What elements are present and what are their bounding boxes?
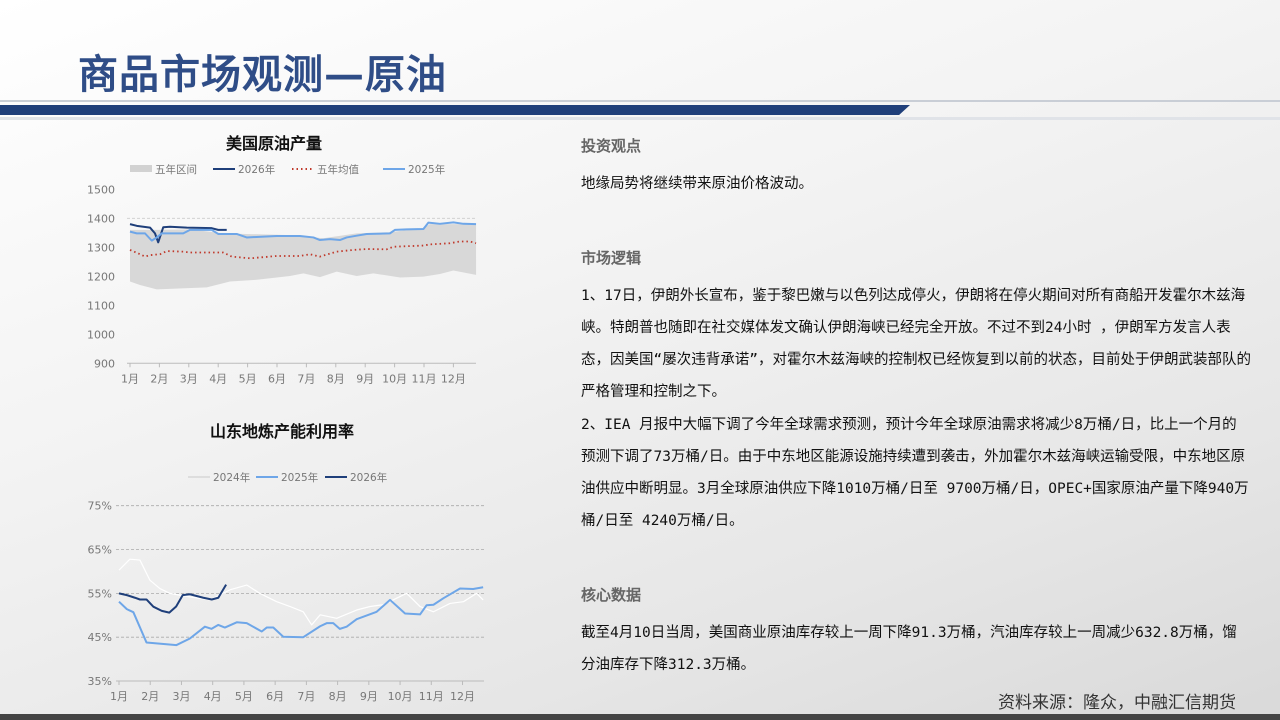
chart-title-shandong-utilization: 山东地炼产能利用率: [210, 422, 355, 441]
analysis-panel: 投资观点 地缘局势将继续带来原油价格波动。 市场逻辑 1、17日，伊朗外长宣布，…: [581, 130, 1251, 681]
x-tick-label: 12月: [450, 690, 475, 703]
x-tick-label: 4月: [204, 690, 222, 703]
series-line-3: [129, 221, 477, 242]
x-tick-label: 8月: [329, 690, 347, 703]
legend-label: 2026年: [238, 163, 275, 176]
y-tick-label: 1000: [87, 328, 115, 341]
footer-bar: [0, 714, 1280, 720]
paragraph-logic-2: 2、IEA 月报中大幅下调了今年全球需求预测，预计今年全球原油需求将减少8万桶/…: [581, 417, 1249, 529]
legend-label: 2026年: [350, 471, 387, 484]
y-tick-label: 1100: [87, 299, 115, 312]
header-divider: [0, 100, 1280, 102]
series-line-2: [129, 240, 477, 260]
y-tick-label: 35%: [88, 675, 112, 688]
x-tick-label: 11月: [412, 372, 437, 385]
y-tick-label: 65%: [88, 544, 112, 557]
legend-label: 五年区间: [155, 163, 197, 176]
series-line-1: [118, 586, 484, 647]
paragraph-logic-1: 1、17日，伊朗外长宣布，鉴于黎巴嫩与以色列达成停火，伊朗将在停火期间对所有商船…: [581, 288, 1251, 400]
x-tick-label: 1月: [110, 690, 128, 703]
x-tick-label: 9月: [356, 372, 374, 385]
series-band-0: [130, 224, 477, 290]
x-tick-label: 6月: [266, 690, 284, 703]
x-tick-label: 2月: [141, 690, 159, 703]
y-tick-label: 900: [94, 357, 115, 370]
x-tick-label: 4月: [209, 372, 227, 385]
charts-canvas: 900 1000 1100 1200 1300 1400 1500 1月 2月 3月 4月 5月 6月 7…: [87, 163, 484, 703]
x-tick-label: 3月: [180, 372, 198, 385]
header-accent-bar: [0, 105, 910, 115]
x-tick-label: 2月: [150, 372, 168, 385]
x-tick-label: 9月: [360, 690, 378, 703]
x-tick-label: 8月: [327, 372, 345, 385]
y-tick-label: 1400: [87, 212, 115, 225]
paragraph-view: 地缘局势将继续带来原油价格波动。: [581, 176, 813, 192]
series-line-0: [118, 558, 484, 626]
x-tick-label: 3月: [172, 690, 190, 703]
x-tick-label: 12月: [441, 372, 466, 385]
series-line-1: [129, 223, 227, 244]
page-title: 商品市场观测—原油: [78, 51, 447, 98]
legend-label: 五年均值: [317, 163, 359, 176]
chart-title-us-crude-production: 美国原油产量: [226, 134, 323, 153]
x-tick-label: 11月: [419, 690, 444, 703]
legend-label: 2025年: [408, 163, 445, 176]
series-line-2: [118, 584, 227, 614]
y-tick-label: 1200: [87, 270, 115, 283]
x-tick-label: 10月: [382, 372, 407, 385]
x-tick-label: 7月: [297, 690, 315, 703]
legend-label: 2024年: [213, 471, 250, 484]
x-tick-label: 5月: [239, 372, 257, 385]
x-tick-label: 5月: [235, 690, 253, 703]
paragraph-core-data: 截至4月10日当周，美国商业原油库存较上一周下降91.3万桶，汽油库存较上一周减…: [581, 625, 1237, 673]
y-tick-label: 55%: [88, 587, 112, 600]
y-tick-label: 1300: [87, 241, 115, 254]
y-tick-label: 45%: [88, 631, 112, 644]
section-heading-view: 投资观点: [581, 137, 642, 155]
y-tick-label: 75%: [88, 500, 112, 513]
legend-swatch: [130, 165, 152, 172]
x-tick-label: 1月: [121, 372, 139, 385]
section-heading-core-data: 核心数据: [581, 586, 642, 604]
x-tick-label: 7月: [297, 372, 315, 385]
section-heading-logic: 市场逻辑: [581, 249, 642, 267]
header-divider-lower: [0, 117, 1280, 120]
y-tick-label: 1500: [87, 183, 115, 196]
source-note: 资料来源：隆众，中融汇信期货: [998, 693, 1236, 713]
x-tick-label: 10月: [388, 690, 413, 703]
x-tick-label: 6月: [268, 372, 286, 385]
legend-label: 2025年: [281, 471, 318, 484]
